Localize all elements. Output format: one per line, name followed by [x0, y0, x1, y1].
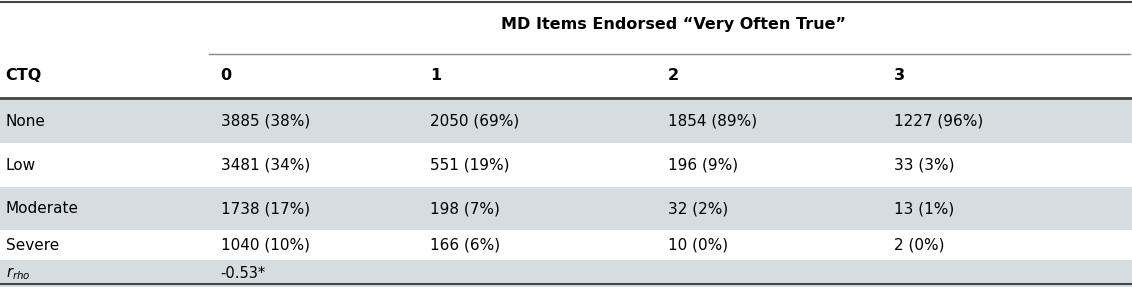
- Text: $\mathit{r}_{rho}$: $\mathit{r}_{rho}$: [6, 265, 31, 282]
- Text: 3885 (38%): 3885 (38%): [221, 113, 310, 129]
- Text: Moderate: Moderate: [6, 201, 78, 216]
- Bar: [0, 260, 1132, 287]
- Text: 13 (1%): 13 (1%): [894, 201, 954, 216]
- Bar: [0, 143, 1132, 187]
- Text: 2 (0%): 2 (0%): [894, 238, 945, 253]
- Text: 2: 2: [668, 69, 679, 84]
- Bar: [0, 187, 1132, 230]
- Text: 551 (19%): 551 (19%): [430, 158, 509, 172]
- Text: MD Items Endorsed “Very Often True”: MD Items Endorsed “Very Often True”: [501, 18, 846, 32]
- Text: None: None: [6, 113, 45, 129]
- Text: 198 (7%): 198 (7%): [430, 201, 500, 216]
- Text: CTQ: CTQ: [6, 69, 42, 84]
- Text: 2050 (69%): 2050 (69%): [430, 113, 520, 129]
- Text: 1854 (89%): 1854 (89%): [668, 113, 757, 129]
- Text: 1227 (96%): 1227 (96%): [894, 113, 984, 129]
- Text: 3481 (34%): 3481 (34%): [221, 158, 310, 172]
- Text: Low: Low: [6, 158, 36, 172]
- Text: 1738 (17%): 1738 (17%): [221, 201, 310, 216]
- Text: 1: 1: [430, 69, 441, 84]
- Text: 166 (6%): 166 (6%): [430, 238, 500, 253]
- Bar: [0, 230, 1132, 260]
- Text: 33 (3%): 33 (3%): [894, 158, 954, 172]
- Text: 196 (9%): 196 (9%): [668, 158, 738, 172]
- Text: 3: 3: [894, 69, 906, 84]
- Text: 10 (0%): 10 (0%): [668, 238, 728, 253]
- Text: 1040 (10%): 1040 (10%): [221, 238, 310, 253]
- Text: -0.53*: -0.53*: [221, 266, 266, 281]
- Text: 0: 0: [221, 69, 232, 84]
- Bar: [0, 99, 1132, 143]
- Text: 32 (2%): 32 (2%): [668, 201, 728, 216]
- Text: Severe: Severe: [6, 238, 59, 253]
